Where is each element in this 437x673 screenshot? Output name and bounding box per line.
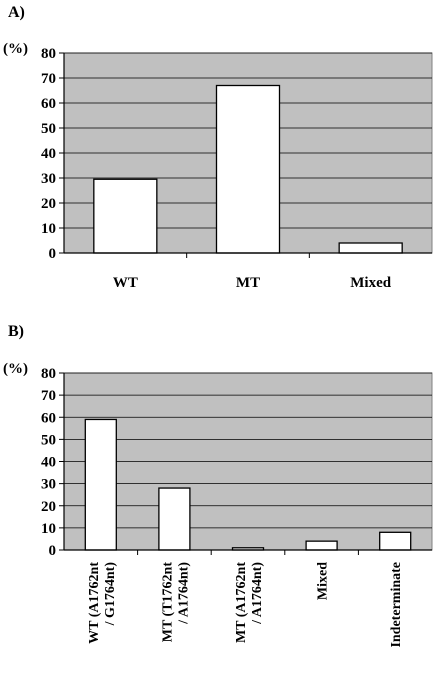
panel-label-a: A) [8, 4, 25, 21]
y-tick-label: 40 [41, 455, 56, 471]
x-tick-label: WT (A1762nt/ G1764nt) [87, 562, 118, 644]
y-tick-labels-b: 0 10 20 30 40 50 60 70 80 [41, 366, 64, 559]
bar-1 [84, 418, 117, 551]
bar-5 [379, 531, 412, 551]
panel-label-b: B) [8, 323, 24, 340]
x-tick-label: MT (A1762nt/ A1764nt) [234, 562, 265, 643]
y-tick-label: 40 [41, 146, 56, 162]
y-tick-label: 80 [41, 366, 56, 382]
x-tick-label: Mixed [350, 275, 391, 291]
x-tick-labels-a: WT MT Mixed [113, 253, 392, 291]
bar-2 [215, 84, 281, 254]
chart-panel-a: A) 0 10 20 30 40 50 60 70 80 WT MT Mixed (%) [3, 4, 433, 291]
y-tick-label: 10 [41, 521, 56, 537]
y-tick-label: 50 [41, 432, 56, 448]
x-tick-label: Indeterminate [389, 562, 404, 648]
y-tick-label: 20 [41, 196, 56, 212]
bar-2 [158, 487, 191, 551]
y-tick-label: 60 [41, 96, 56, 112]
bar-3 [338, 242, 403, 254]
y-tick-label: 70 [41, 71, 56, 87]
y-axis-label-b: (%) [3, 361, 28, 377]
chart-panel-b: B) 0 10 20 30 40 50 60 70 80 WT (A1762nt/ G1764n… [3, 323, 433, 648]
bars-b [84, 418, 412, 551]
gridlines-b [64, 372, 432, 529]
y-tick-label: 30 [41, 477, 56, 493]
y-tick-label: 0 [49, 246, 57, 262]
x-tick-label: Mixed [316, 562, 331, 600]
bars-a [93, 84, 403, 254]
y-tick-label: 50 [41, 121, 56, 137]
y-tick-label: 10 [41, 221, 56, 237]
y-tick-label: 0 [49, 543, 57, 559]
y-tick-label: 80 [41, 46, 56, 62]
x-tick-label: MT (T1762nt/ A1764nt) [160, 562, 191, 643]
y-axis-label-a: (%) [3, 41, 28, 57]
y-tick-label: 30 [41, 171, 56, 187]
y-tick-label: 70 [41, 388, 56, 404]
x-tick-label: WT [113, 275, 138, 291]
y-tick-label: 20 [41, 499, 56, 515]
bar-4 [305, 540, 338, 551]
y-tick-labels-a: 0 10 20 30 40 50 60 70 80 [41, 46, 64, 262]
bar-1 [93, 178, 158, 254]
x-tick-label: MT [236, 275, 260, 291]
y-tick-label: 60 [41, 410, 56, 426]
x-tick-labels-b: WT (A1762nt/ G1764nt) MT (T1762nt/ A1764n… [87, 550, 404, 648]
